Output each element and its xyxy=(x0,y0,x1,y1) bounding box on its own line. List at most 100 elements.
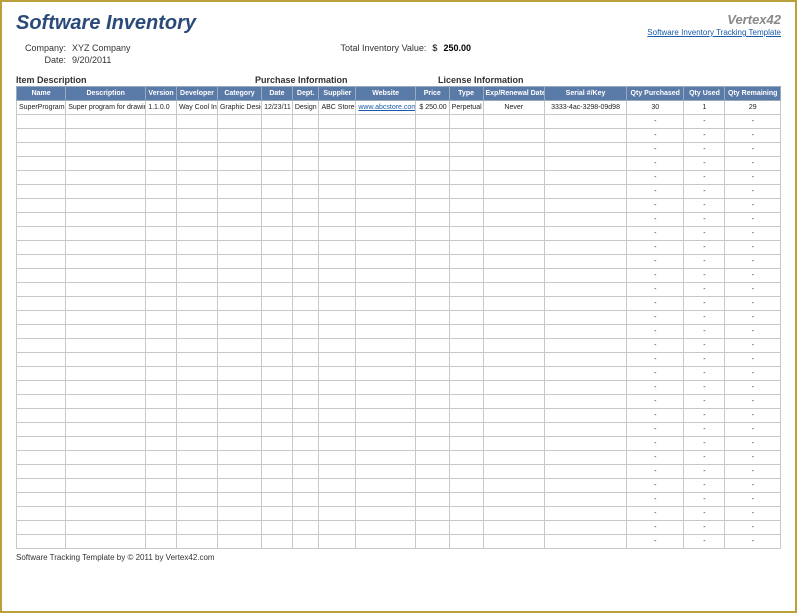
table-cell xyxy=(449,521,483,535)
table-cell: - xyxy=(627,115,684,129)
table-cell xyxy=(292,479,319,493)
table-cell xyxy=(545,507,627,521)
table-cell: - xyxy=(684,213,725,227)
table-cell xyxy=(449,241,483,255)
table-cell xyxy=(292,339,319,353)
table-row: --- xyxy=(17,115,781,129)
table-cell xyxy=(449,465,483,479)
table-cell xyxy=(262,255,293,269)
table-cell xyxy=(262,507,293,521)
table-cell xyxy=(176,171,217,185)
table-cell xyxy=(217,507,261,521)
table-cell xyxy=(356,199,415,213)
table-cell xyxy=(356,465,415,479)
table-cell: - xyxy=(725,535,781,549)
table-cell xyxy=(17,115,66,129)
table-cell: - xyxy=(684,535,725,549)
table-cell xyxy=(545,171,627,185)
table-cell: - xyxy=(684,521,725,535)
table-cell: - xyxy=(627,227,684,241)
table-cell xyxy=(356,409,415,423)
table-row: --- xyxy=(17,297,781,311)
table-cell xyxy=(449,437,483,451)
table-cell: Never xyxy=(483,101,545,115)
table-cell xyxy=(449,381,483,395)
table-cell xyxy=(176,367,217,381)
table-cell: www.abcstore.com xyxy=(356,101,415,115)
brand-link[interactable]: Software Inventory Tracking Template xyxy=(647,28,781,37)
table-row: --- xyxy=(17,493,781,507)
table-cell xyxy=(17,213,66,227)
table-cell xyxy=(176,129,217,143)
table-cell xyxy=(146,451,177,465)
table-cell xyxy=(545,535,627,549)
table-cell xyxy=(356,507,415,521)
table-cell xyxy=(449,493,483,507)
table-cell xyxy=(262,241,293,255)
table-cell xyxy=(545,479,627,493)
section-purchase-info: Purchase Information xyxy=(255,75,438,85)
table-cell: 3333-4ac-3298-09d98 xyxy=(545,101,627,115)
col-description: Description xyxy=(66,87,146,101)
table-cell xyxy=(217,171,261,185)
table-cell: - xyxy=(684,283,725,297)
table-cell xyxy=(356,115,415,129)
table-cell: - xyxy=(725,297,781,311)
table-cell: - xyxy=(725,451,781,465)
table-cell xyxy=(17,129,66,143)
table-cell xyxy=(356,423,415,437)
table-cell xyxy=(17,269,66,283)
table-cell xyxy=(17,227,66,241)
table-cell xyxy=(415,325,449,339)
table-cell xyxy=(17,241,66,255)
table-cell xyxy=(319,353,356,367)
table-cell: - xyxy=(725,423,781,437)
website-link[interactable]: www.abcstore.com xyxy=(358,104,415,111)
table-cell xyxy=(292,353,319,367)
table-cell xyxy=(415,213,449,227)
table-cell: - xyxy=(725,325,781,339)
table-cell xyxy=(319,227,356,241)
table-cell xyxy=(545,157,627,171)
table-cell xyxy=(217,213,261,227)
table-row: --- xyxy=(17,129,781,143)
table-cell: - xyxy=(627,255,684,269)
table-row: --- xyxy=(17,353,781,367)
table-cell xyxy=(176,479,217,493)
table-cell: Perpetual xyxy=(449,101,483,115)
table-cell xyxy=(66,199,146,213)
table-cell xyxy=(415,297,449,311)
table-row: --- xyxy=(17,241,781,255)
table-cell: - xyxy=(684,171,725,185)
table-cell: - xyxy=(627,311,684,325)
col-version: Version xyxy=(146,87,177,101)
table-cell xyxy=(17,395,66,409)
table-cell xyxy=(319,143,356,157)
table-cell xyxy=(217,157,261,171)
table-cell xyxy=(483,199,545,213)
table-cell xyxy=(415,395,449,409)
table-cell: - xyxy=(725,269,781,283)
table-cell xyxy=(483,381,545,395)
table-cell: Super program for drawin xyxy=(66,101,146,115)
table-cell xyxy=(146,241,177,255)
table-cell xyxy=(483,297,545,311)
table-cell xyxy=(483,451,545,465)
col-name: Name xyxy=(17,87,66,101)
col-date: Date xyxy=(262,87,293,101)
table-cell xyxy=(176,381,217,395)
table-cell: - xyxy=(725,143,781,157)
table-cell xyxy=(66,213,146,227)
table-cell: 29 xyxy=(725,101,781,115)
table-cell xyxy=(483,535,545,549)
table-cell: - xyxy=(725,409,781,423)
table-cell xyxy=(449,143,483,157)
table-cell xyxy=(176,297,217,311)
table-cell xyxy=(415,227,449,241)
footer-prefix: Software Tracking Template by xyxy=(16,553,127,562)
table-cell xyxy=(176,451,217,465)
table-cell xyxy=(176,507,217,521)
table-cell xyxy=(66,171,146,185)
table-cell xyxy=(356,339,415,353)
table-cell xyxy=(176,157,217,171)
